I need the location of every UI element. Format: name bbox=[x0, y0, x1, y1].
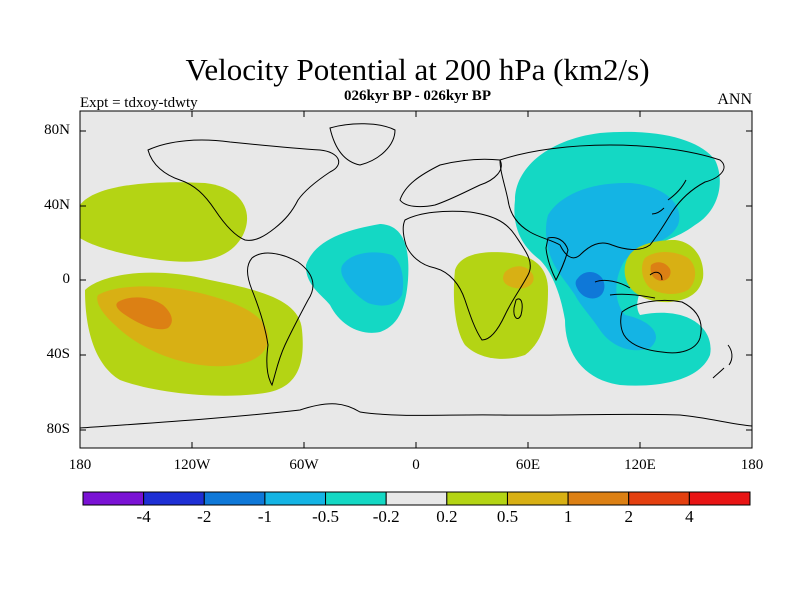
coast-europe bbox=[399, 158, 502, 208]
contour-neg2-atlantic bbox=[341, 252, 404, 306]
coast-africa bbox=[402, 210, 531, 341]
lat-label-40n: 40N bbox=[44, 197, 70, 213]
coast-india bbox=[545, 237, 569, 282]
season-label: ANN bbox=[717, 91, 752, 108]
colorbar-swatch bbox=[446, 491, 508, 506]
colorbar-swatch bbox=[688, 491, 751, 506]
coast-antarctica bbox=[80, 403, 752, 429]
lon-label-180w: 180 bbox=[68, 457, 92, 473]
colorbar-swatch bbox=[82, 491, 145, 506]
lat-label-80n: 80N bbox=[44, 122, 70, 138]
coast-japan bbox=[651, 179, 687, 215]
colorbar-label: -0.5 bbox=[312, 507, 339, 526]
contour-fields bbox=[80, 131, 720, 396]
contour-neg3-asia bbox=[575, 272, 605, 299]
coastlines bbox=[80, 123, 752, 429]
colorbar-label: -1 bbox=[257, 507, 272, 526]
contour-pos3-spacific bbox=[116, 297, 172, 330]
colorbar-label: 0.5 bbox=[496, 507, 519, 526]
colorbar-label: 1 bbox=[563, 507, 573, 526]
chart-subtitle: 026kyr BP - 026kyr BP bbox=[344, 88, 491, 104]
colorbar-label: -2 bbox=[197, 507, 212, 526]
colorbar-swatch bbox=[506, 491, 569, 506]
colorbar-label: 4 bbox=[685, 507, 694, 526]
contour-neg2-asia bbox=[545, 182, 680, 351]
colorbar-swatch bbox=[567, 491, 630, 506]
lon-label-0: 0 bbox=[412, 457, 420, 473]
colorbar-swatch bbox=[385, 491, 448, 506]
coast-indonesia bbox=[594, 271, 663, 299]
coast-south-america bbox=[247, 252, 314, 387]
lon-label-120e: 120E bbox=[624, 457, 656, 473]
coast-north-america bbox=[147, 139, 340, 241]
chart-title: Velocity Potential at 200 hPa (km2/s) bbox=[185, 52, 650, 87]
colorbar-swatch bbox=[203, 491, 266, 506]
colorbar-label: 0.2 bbox=[436, 507, 458, 526]
lat-label-80s: 80S bbox=[46, 421, 70, 437]
colorbar-label: -0.2 bbox=[372, 507, 400, 526]
colorbar bbox=[82, 491, 751, 506]
contour-pos2-africa bbox=[503, 266, 534, 289]
coast-greenland bbox=[329, 123, 396, 166]
lon-label-60w: 60W bbox=[289, 457, 319, 473]
contour-pos3-wpacific bbox=[650, 262, 671, 281]
coast-australia bbox=[620, 299, 702, 354]
lon-label-180e: 180 bbox=[740, 457, 764, 473]
lon-label-120w: 120W bbox=[173, 457, 211, 473]
axis-ticks bbox=[80, 111, 752, 448]
lat-label-0: 0 bbox=[62, 271, 71, 287]
colorbar-swatch bbox=[325, 491, 387, 506]
coast-madagascar bbox=[513, 298, 523, 319]
colorbar-swatch bbox=[628, 491, 690, 506]
experiment-label: Expt = tdxoy-tdwty bbox=[80, 95, 198, 111]
contour-pos-npacific bbox=[80, 182, 248, 262]
colorbar-label: -4 bbox=[136, 507, 151, 526]
coast-asia bbox=[499, 144, 725, 259]
coast-new-zealand bbox=[712, 344, 733, 379]
contour-pos-africa bbox=[453, 252, 548, 359]
colorbar-label: 2 bbox=[624, 507, 633, 526]
lon-label-60e: 60E bbox=[515, 457, 541, 473]
colorbar-swatch bbox=[143, 491, 205, 506]
colorbar-swatch bbox=[264, 491, 327, 506]
lat-label-40s: 40S bbox=[46, 346, 70, 362]
